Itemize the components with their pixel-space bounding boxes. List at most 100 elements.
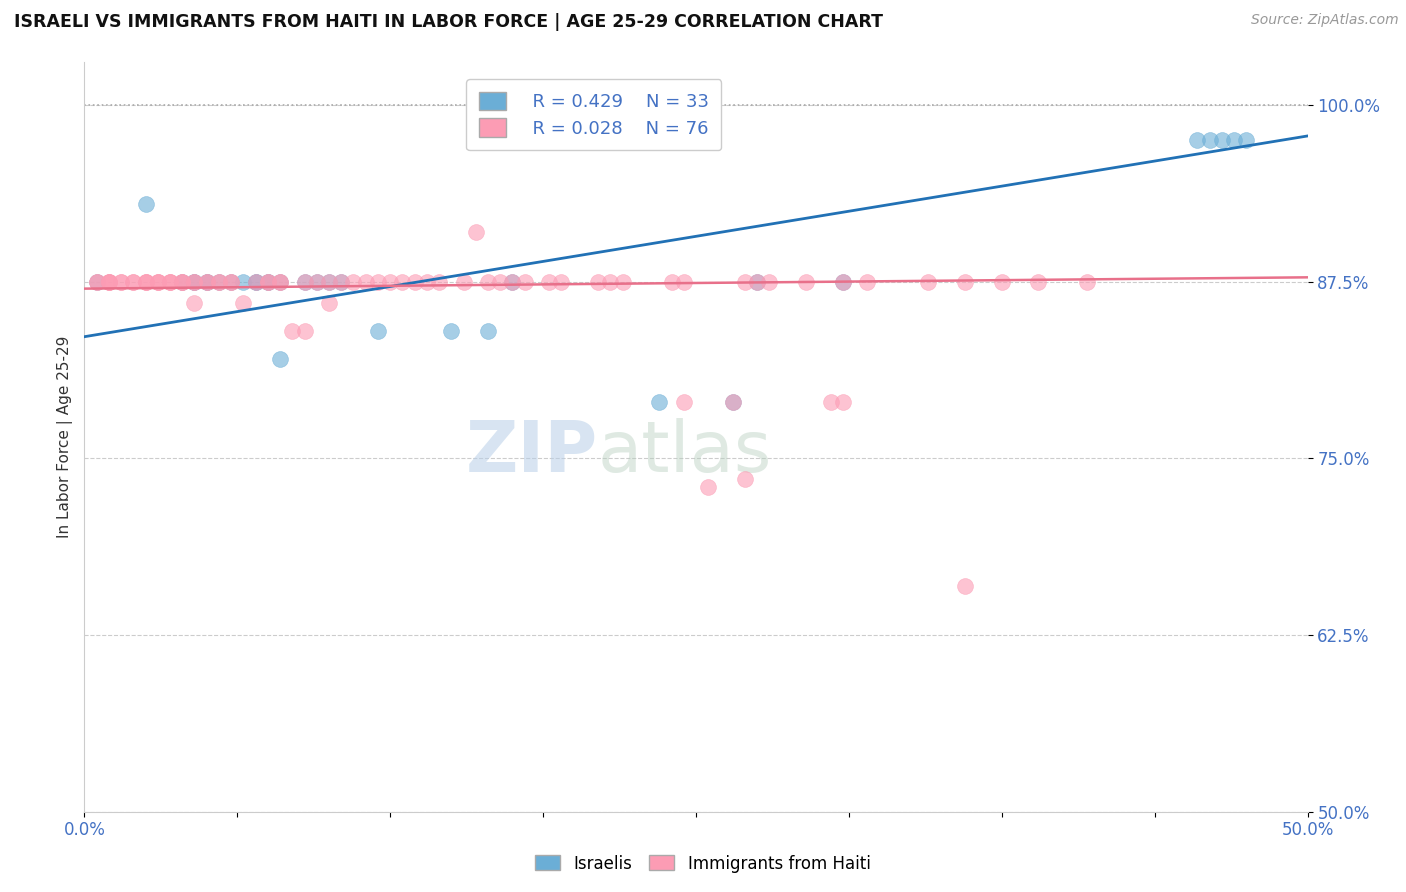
Point — [86, 275, 108, 289]
Point — [269, 275, 291, 289]
Point — [1028, 275, 1050, 289]
Point — [257, 275, 280, 289]
Text: atlas: atlas — [598, 417, 772, 486]
Point — [97, 275, 120, 289]
Point — [208, 275, 231, 289]
Point — [721, 394, 744, 409]
Point — [183, 275, 205, 289]
Text: ZIP: ZIP — [465, 417, 598, 486]
Point — [586, 275, 609, 289]
Point — [831, 394, 853, 409]
Point — [747, 275, 769, 289]
Point — [1236, 133, 1258, 147]
Point — [183, 275, 205, 289]
Point — [464, 225, 486, 239]
Point — [183, 275, 205, 289]
Text: Source: ZipAtlas.com: Source: ZipAtlas.com — [1251, 13, 1399, 28]
Point — [831, 275, 853, 289]
Point — [183, 275, 205, 289]
Point — [232, 295, 254, 310]
Point — [648, 394, 671, 409]
Point — [1076, 275, 1098, 289]
Text: ISRAELI VS IMMIGRANTS FROM HAITI IN LABOR FORCE | AGE 25-29 CORRELATION CHART: ISRAELI VS IMMIGRANTS FROM HAITI IN LABO… — [14, 13, 883, 31]
Point — [172, 275, 194, 289]
Point — [917, 275, 939, 289]
Point — [183, 295, 205, 310]
Point — [294, 275, 316, 289]
Point — [146, 275, 169, 289]
Y-axis label: In Labor Force | Age 25-29: In Labor Force | Age 25-29 — [58, 336, 73, 538]
Legend:   R = 0.429    N = 33,   R = 0.028    N = 76: R = 0.429 N = 33, R = 0.028 N = 76 — [467, 79, 721, 150]
Point — [380, 275, 402, 289]
Point — [697, 479, 720, 493]
Point — [404, 275, 426, 289]
Point — [97, 275, 120, 289]
Point — [269, 352, 291, 367]
Point — [1211, 133, 1233, 147]
Point — [219, 275, 242, 289]
Point — [758, 275, 780, 289]
Point — [1187, 133, 1209, 147]
Point — [330, 275, 353, 289]
Point — [477, 324, 499, 338]
Point — [831, 275, 853, 289]
Point — [599, 275, 621, 289]
Point — [734, 473, 756, 487]
Point — [172, 275, 194, 289]
Point — [97, 275, 120, 289]
Point — [135, 275, 157, 289]
Point — [734, 275, 756, 289]
Point — [318, 275, 340, 289]
Point — [953, 578, 976, 592]
Point — [416, 275, 439, 289]
Point — [427, 275, 450, 289]
Point — [391, 275, 413, 289]
Point — [257, 275, 280, 289]
Point — [245, 275, 267, 289]
Point — [330, 275, 353, 289]
Point — [612, 275, 634, 289]
Point — [86, 275, 108, 289]
Point — [440, 324, 463, 338]
Point — [672, 275, 695, 289]
Point — [219, 275, 242, 289]
Point — [342, 275, 364, 289]
Point — [146, 275, 169, 289]
Point — [245, 275, 267, 289]
Point — [172, 275, 194, 289]
Point — [294, 324, 316, 338]
Point — [661, 275, 683, 289]
Point — [489, 275, 512, 289]
Point — [135, 196, 157, 211]
Point — [219, 275, 242, 289]
Point — [1223, 133, 1246, 147]
Point — [747, 275, 769, 289]
Point — [305, 275, 328, 289]
Point — [135, 275, 157, 289]
Point — [305, 275, 328, 289]
Point — [294, 275, 316, 289]
Point — [97, 275, 120, 289]
Point — [672, 394, 695, 409]
Point — [269, 275, 291, 289]
Point — [172, 275, 194, 289]
Point — [135, 275, 157, 289]
Point — [269, 275, 291, 289]
Point — [245, 275, 267, 289]
Point — [502, 275, 524, 289]
Point — [195, 275, 218, 289]
Point — [232, 275, 254, 289]
Point — [110, 275, 132, 289]
Point — [794, 275, 817, 289]
Point — [257, 275, 280, 289]
Point — [195, 275, 218, 289]
Point — [146, 275, 169, 289]
Point — [502, 275, 524, 289]
Point — [820, 394, 842, 409]
Point — [721, 394, 744, 409]
Point — [159, 275, 181, 289]
Point — [110, 275, 132, 289]
Point — [367, 275, 389, 289]
Point — [318, 295, 340, 310]
Point — [354, 275, 377, 289]
